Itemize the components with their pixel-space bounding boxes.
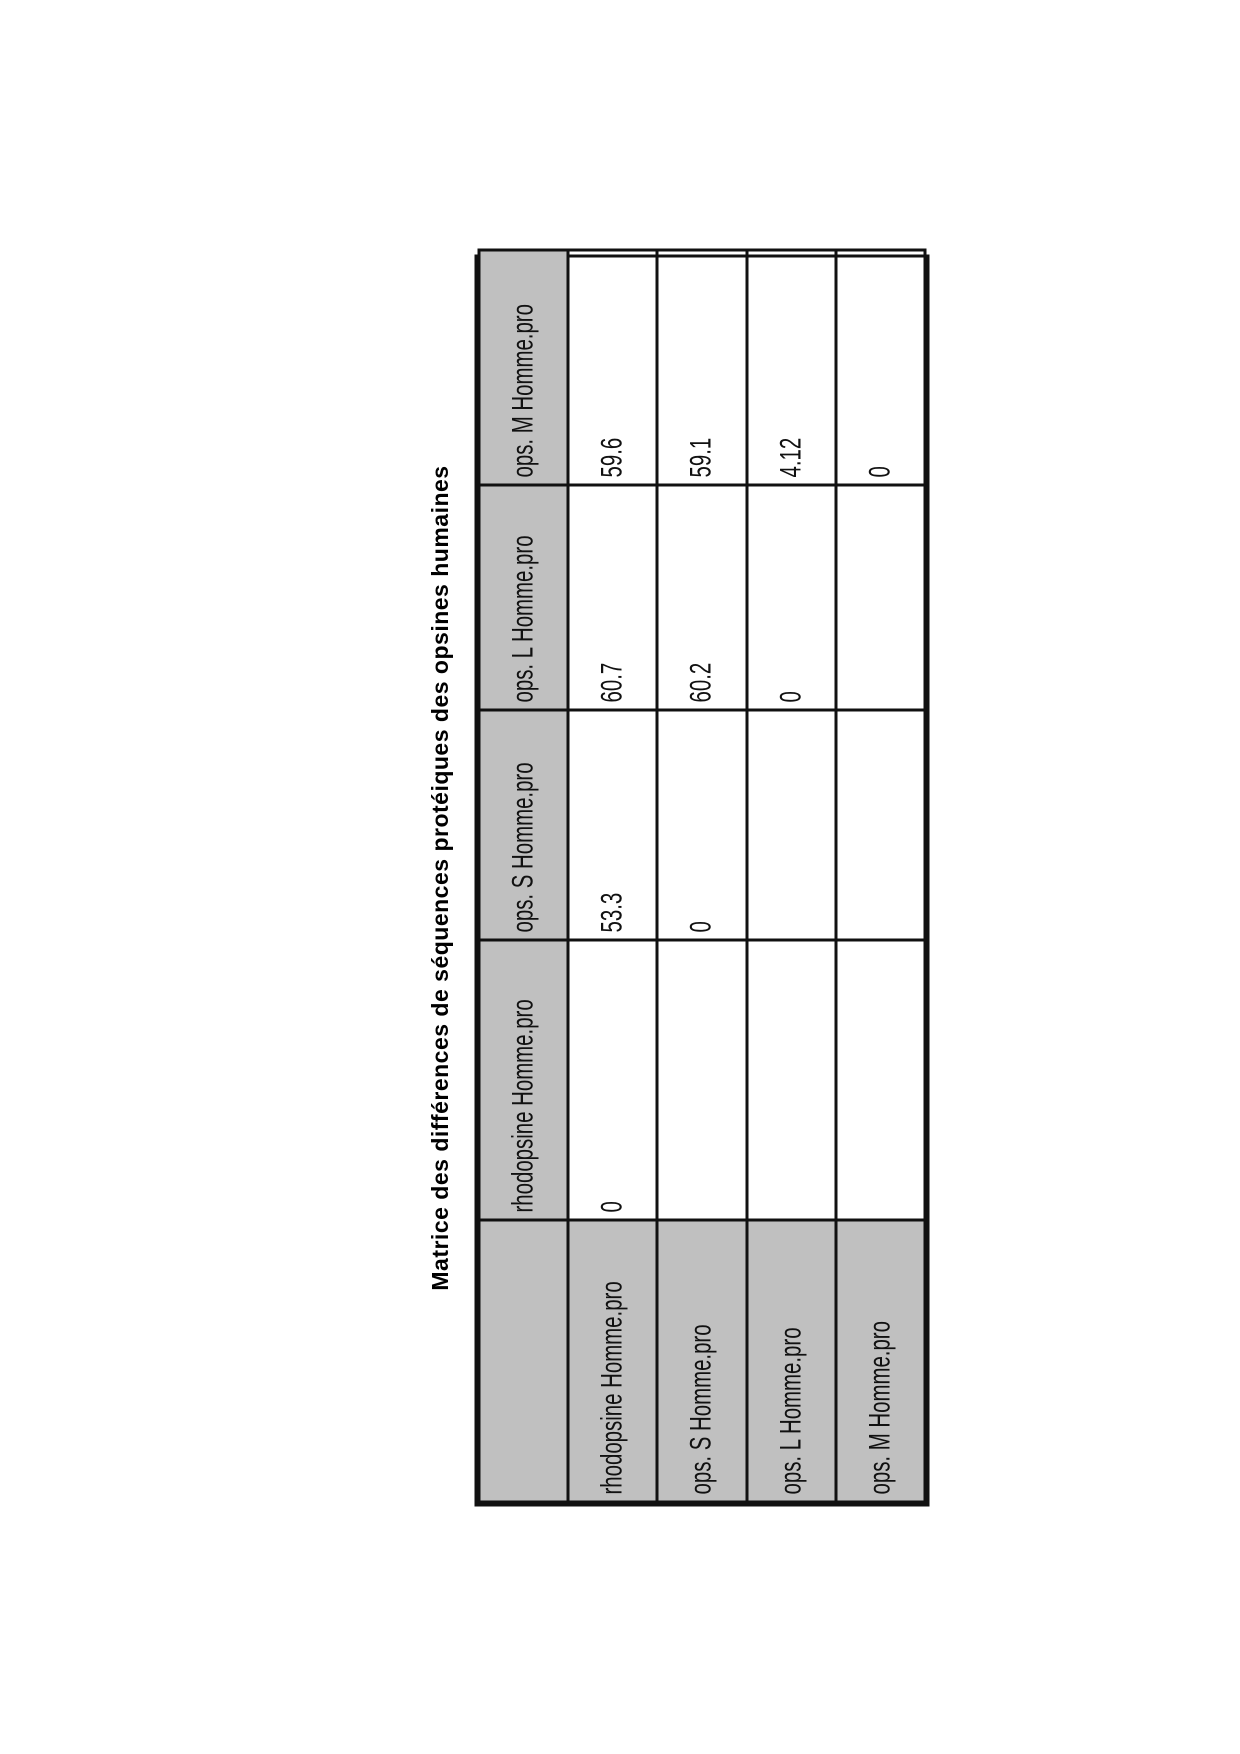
table-cell: 59.6 xyxy=(568,250,658,485)
row-header: ops. L Homme.pro xyxy=(746,1220,836,1502)
difference-matrix-table: rhodopsine Homme.pro ops. S Homme.pro op… xyxy=(474,250,930,1507)
header-row: rhodopsine Homme.pro ops. S Homme.pro op… xyxy=(479,250,569,1502)
column-header: ops. M Homme.pro xyxy=(479,250,569,485)
table-cell: 0 xyxy=(568,940,658,1220)
table-cell: 60.7 xyxy=(568,485,658,710)
table-cell xyxy=(835,485,925,710)
table-row: rhodopsine Homme.pro 0 53.3 60.7 59.6 xyxy=(568,250,658,1502)
page-title: Matrice des différences de séquences pro… xyxy=(427,465,453,1291)
table-row: ops. M Homme.pro 0 xyxy=(835,250,925,1502)
table-cell: 60.2 xyxy=(657,485,747,710)
table-cell xyxy=(835,940,925,1220)
table-row: ops. L Homme.pro 0 4.12 xyxy=(746,250,836,1502)
table-cell xyxy=(657,940,747,1220)
column-header: rhodopsine Homme.pro xyxy=(479,940,569,1220)
row-header: ops. S Homme.pro xyxy=(657,1220,747,1502)
table-cell xyxy=(746,940,836,1220)
table-cell: 0 xyxy=(746,485,836,710)
column-header: ops. S Homme.pro xyxy=(479,710,569,940)
table-cell: 0 xyxy=(657,710,747,940)
table-cell xyxy=(835,710,925,940)
corner-cell xyxy=(479,1220,569,1502)
table-cell: 53.3 xyxy=(568,710,658,940)
row-header: ops. M Homme.pro xyxy=(835,1220,925,1502)
table-row: ops. S Homme.pro 0 60.2 59.1 xyxy=(657,250,747,1502)
table-cell: 4.12 xyxy=(746,250,836,485)
column-header: ops. L Homme.pro xyxy=(479,485,569,710)
row-header: rhodopsine Homme.pro xyxy=(568,1220,658,1502)
table-cell: 0 xyxy=(835,250,925,485)
table-cell: 59.1 xyxy=(657,250,747,485)
table-cell xyxy=(746,710,836,940)
